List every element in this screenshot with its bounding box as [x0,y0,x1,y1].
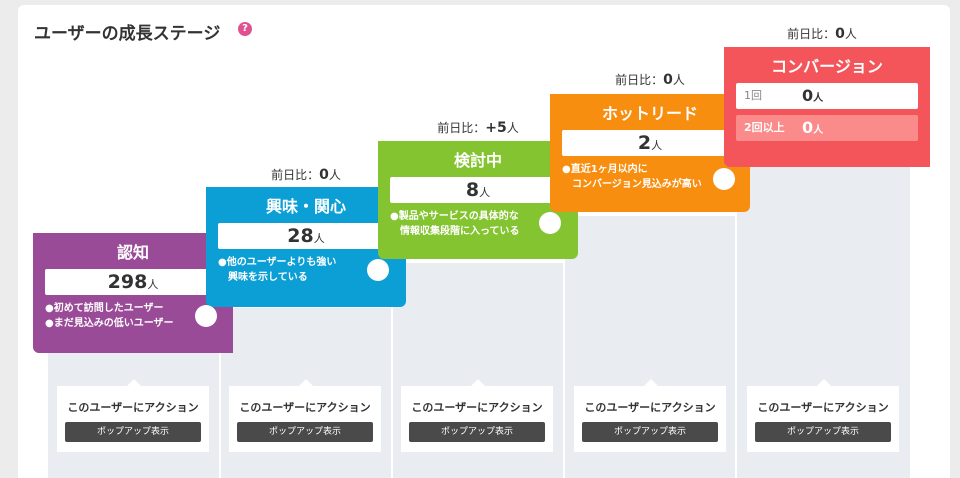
diff-conversion: 前日比：0人 [787,26,857,42]
stage-name: 認知 [116,243,149,262]
stage-count-box: 28人 [218,223,394,249]
stage-count-box: 8人 [390,177,566,203]
stage-name: ホットリード [601,104,698,123]
growth-stage-panel: ユーザーの成長ステージ ? 前日比：0人 前日比：+5人 前日比：0人 前日比：… [18,5,950,478]
popup-display-button[interactable]: ポップアップ表示 [65,422,201,442]
stage-notes: ●製品やサービスの具体的な 情報収集段階に入っている [390,211,520,237]
stage-count: 28 [287,225,314,247]
stage-hotlead: ホットリード 2人 ●直近1ヶ月以内に コンバージョン見込みが高い [550,94,750,212]
column-divider [563,216,565,478]
stage-name: 検討中 [453,151,502,170]
diff-hotlead: 前日比：0人 [615,72,685,88]
stage-count: 298 [107,271,148,293]
stage-count: 2 [637,132,652,154]
popup-display-button[interactable]: ポップアップ表示 [755,422,891,442]
column-divider [219,308,221,478]
stage-count: 8 [465,179,480,201]
action-text: このユーザーにアクション [239,401,371,414]
popup-display-button[interactable]: ポップアップ表示 [237,422,373,442]
conversion-row-label: 2回以上 [744,121,785,134]
stage-notes: ●初めて訪問したユーザー ●まだ見込みの低いユーザー [45,303,174,329]
action-box-consideration: このユーザーにアクション ポップアップ表示 [401,379,553,452]
stage-awareness: 認知 298人 ●初めて訪問したユーザー ●まだ見込みの低いユーザー [33,233,233,353]
diff-consideration: 前日比：+5人 [437,120,519,136]
conversion-row-value: 0人 [802,86,824,105]
action-text: このユーザーにアクション [757,401,889,414]
stage-interest: 興味・関心 28人 ●他のユーザーよりも強い 興味を示している [206,187,406,307]
stage-notch [367,259,389,281]
stage-conversion: コンバージョン 1回 0人 2回以上 0人 [724,47,930,167]
conversion-row-value: 0人 [802,118,824,137]
action-box-awareness: このユーザーにアクション ポップアップ表示 [57,379,209,452]
action-box-hotlead: このユーザーにアクション ポップアップ表示 [574,379,726,452]
stage-consideration: 検討中 8人 ●製品やサービスの具体的な 情報収集段階に入っている [378,141,578,259]
popup-display-button[interactable]: ポップアップ表示 [409,422,545,442]
conversion-row-once: 1回 0人 [736,83,918,109]
popup-display-button[interactable]: ポップアップ表示 [582,422,718,442]
column-divider [735,166,737,478]
stage-count-box: 2人 [562,130,738,156]
stage-notch [539,212,561,234]
stage-count-box: 298人 [45,269,221,295]
stage-name: 興味・関心 [265,197,346,216]
diff-interest: 前日比：0人 [271,167,341,183]
action-box-interest: このユーザーにアクション ポップアップ表示 [229,379,381,452]
stage-notch [713,168,735,190]
action-text: このユーザーにアクション [584,401,716,414]
help-icon[interactable]: ? [238,22,252,36]
action-text: このユーザーにアクション [67,401,199,414]
stage-notes: ●他のユーザーよりも強い 興味を示している [218,257,337,283]
stage-notes: ●直近1ヶ月以内に コンバージョン見込みが高い [562,164,702,190]
panel-title: ユーザーの成長ステージ [34,24,221,44]
conversion-row-label: 1回 [744,89,762,102]
action-text: このユーザーにアクション [411,401,543,414]
stage-notch [195,305,217,327]
column-divider [391,263,393,478]
action-box-conversion: このユーザーにアクション ポップアップ表示 [747,379,899,452]
stage-name: コンバージョン [771,57,883,76]
conversion-row-multiple: 2回以上 0人 [736,115,918,141]
